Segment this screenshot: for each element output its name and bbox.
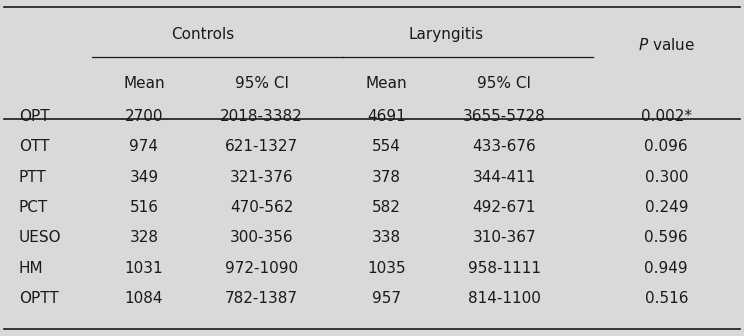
Text: 554: 554 [372,139,401,154]
Text: 378: 378 [372,170,401,185]
Text: UESO: UESO [19,230,62,246]
Text: 3655-5728: 3655-5728 [463,109,546,124]
Text: PTT: PTT [19,170,47,185]
Text: 621-1327: 621-1327 [225,139,298,154]
Text: 1035: 1035 [368,261,406,276]
Text: 974: 974 [129,139,158,154]
Text: 814-1100: 814-1100 [468,291,541,306]
Text: 582: 582 [372,200,401,215]
Text: 344-411: 344-411 [472,170,536,185]
Text: 0.096: 0.096 [644,139,688,154]
Text: 0.949: 0.949 [644,261,688,276]
Text: Laryngitis: Laryngitis [408,27,483,42]
Text: 349: 349 [129,170,158,185]
Text: 2018-3382: 2018-3382 [220,109,303,124]
Text: 95% CI: 95% CI [478,76,531,91]
Text: 1084: 1084 [125,291,163,306]
Text: 470-562: 470-562 [230,200,293,215]
Text: 492-671: 492-671 [472,200,536,215]
Text: 0.249: 0.249 [644,200,688,215]
Text: 516: 516 [129,200,158,215]
Text: Controls: Controls [171,27,234,42]
Text: 0.596: 0.596 [644,230,688,246]
Text: 300-356: 300-356 [230,230,293,246]
Text: $\mathit{P}$ value: $\mathit{P}$ value [638,37,695,53]
Text: 433-676: 433-676 [472,139,536,154]
Text: 782-1387: 782-1387 [225,291,298,306]
Text: OTT: OTT [19,139,49,154]
Text: 1031: 1031 [125,261,163,276]
Text: Mean: Mean [366,76,408,91]
Text: 958-1111: 958-1111 [468,261,541,276]
Text: 338: 338 [372,230,401,246]
Text: 972-1090: 972-1090 [225,261,298,276]
Text: 95% CI: 95% CI [234,76,289,91]
Text: OPTT: OPTT [19,291,59,306]
Text: 2700: 2700 [125,109,163,124]
Text: 0.300: 0.300 [644,170,688,185]
Text: 321-376: 321-376 [230,170,293,185]
Text: 328: 328 [129,230,158,246]
Text: PCT: PCT [19,200,48,215]
Text: Mean: Mean [123,76,164,91]
Text: 4691: 4691 [368,109,406,124]
Text: 310-367: 310-367 [472,230,536,246]
Text: 957: 957 [372,291,401,306]
Text: 0.002*: 0.002* [641,109,692,124]
Text: OPT: OPT [19,109,50,124]
Text: 0.516: 0.516 [644,291,688,306]
Text: HM: HM [19,261,43,276]
